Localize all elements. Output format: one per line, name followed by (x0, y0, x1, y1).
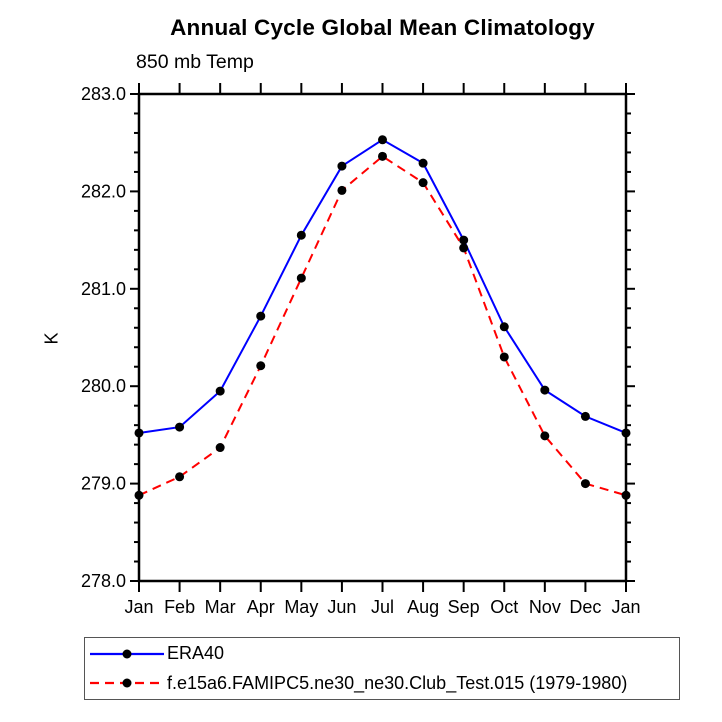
x-tick-label: Jan (611, 597, 640, 617)
chart-left-subtitle: 850 mb Temp (136, 51, 254, 73)
legend-marker-dot-icon (122, 649, 132, 659)
data-point (418, 158, 428, 168)
x-tick-label: Nov (529, 597, 561, 617)
data-point (256, 311, 266, 321)
x-tick-label: Jan (124, 597, 153, 617)
data-point (134, 428, 144, 438)
y-tick-label: 281.0 (81, 279, 126, 299)
data-point (418, 178, 428, 188)
x-tick-label: Oct (490, 597, 518, 617)
x-tick-label: Jun (327, 597, 356, 617)
legend-marker-dot-icon (122, 678, 132, 688)
data-point (499, 322, 509, 332)
y-tick-label: 283.0 (81, 84, 126, 104)
plot-frame (137, 92, 628, 583)
legend: ERA40 f.e15a6.FAMIPC5.ne30_ne30.Club_Tes… (84, 637, 680, 700)
data-point (459, 235, 469, 245)
x-tick-label: Sep (448, 597, 480, 617)
series-line-1 (138, 155, 627, 497)
data-point (540, 431, 550, 441)
data-point (215, 386, 225, 396)
x-tick-label: Apr (247, 597, 275, 617)
legend-label-era40: ERA40 (167, 643, 225, 664)
data-point (459, 243, 469, 253)
data-point (337, 161, 347, 171)
legend-line-sample-dashed (90, 678, 164, 688)
data-point (337, 185, 347, 195)
data-point (580, 411, 590, 421)
y-tick-label: 282.0 (81, 181, 126, 201)
data-point (215, 443, 225, 453)
legend-label-model: f.e15a6.FAMIPC5.ne30_ne30.Club_Test.015 … (167, 672, 628, 693)
series-line-0 (138, 138, 627, 434)
axis-labels: Jan Feb Mar Apr May Jun Jul Aug Sep Oct Nov Dec Jan 2… (81, 84, 641, 617)
y-tick-label: 279.0 (81, 474, 126, 494)
data-point (621, 490, 631, 500)
data-point (378, 151, 387, 161)
data-point (296, 273, 306, 283)
data-point (378, 135, 387, 145)
legend-item-model: f.e15a6.FAMIPC5.ne30_ne30.Club_Test.015 … (88, 670, 679, 697)
x-tick-label: Jul (371, 597, 394, 617)
data-point (621, 428, 631, 438)
data-point (175, 472, 185, 482)
x-tick-label: Feb (164, 597, 195, 617)
x-tick-label: May (284, 597, 318, 617)
y-tick-label: 280.0 (81, 376, 126, 396)
data-point (540, 385, 550, 395)
x-tick-label: Mar (205, 597, 236, 617)
x-tick-label: Dec (569, 597, 601, 617)
data-point (256, 361, 266, 371)
legend-line-sample-solid (90, 649, 164, 659)
data-point (134, 490, 144, 500)
data-point (580, 479, 590, 489)
y-tick-label: 278.0 (81, 571, 126, 591)
data-point (296, 230, 306, 240)
legend-item-era40: ERA40 (88, 640, 679, 667)
data-point (175, 422, 185, 432)
data-point (499, 352, 509, 362)
x-tick-label: Aug (407, 597, 439, 617)
chart-title: Annual Cycle Global Mean Climatology (170, 15, 595, 40)
